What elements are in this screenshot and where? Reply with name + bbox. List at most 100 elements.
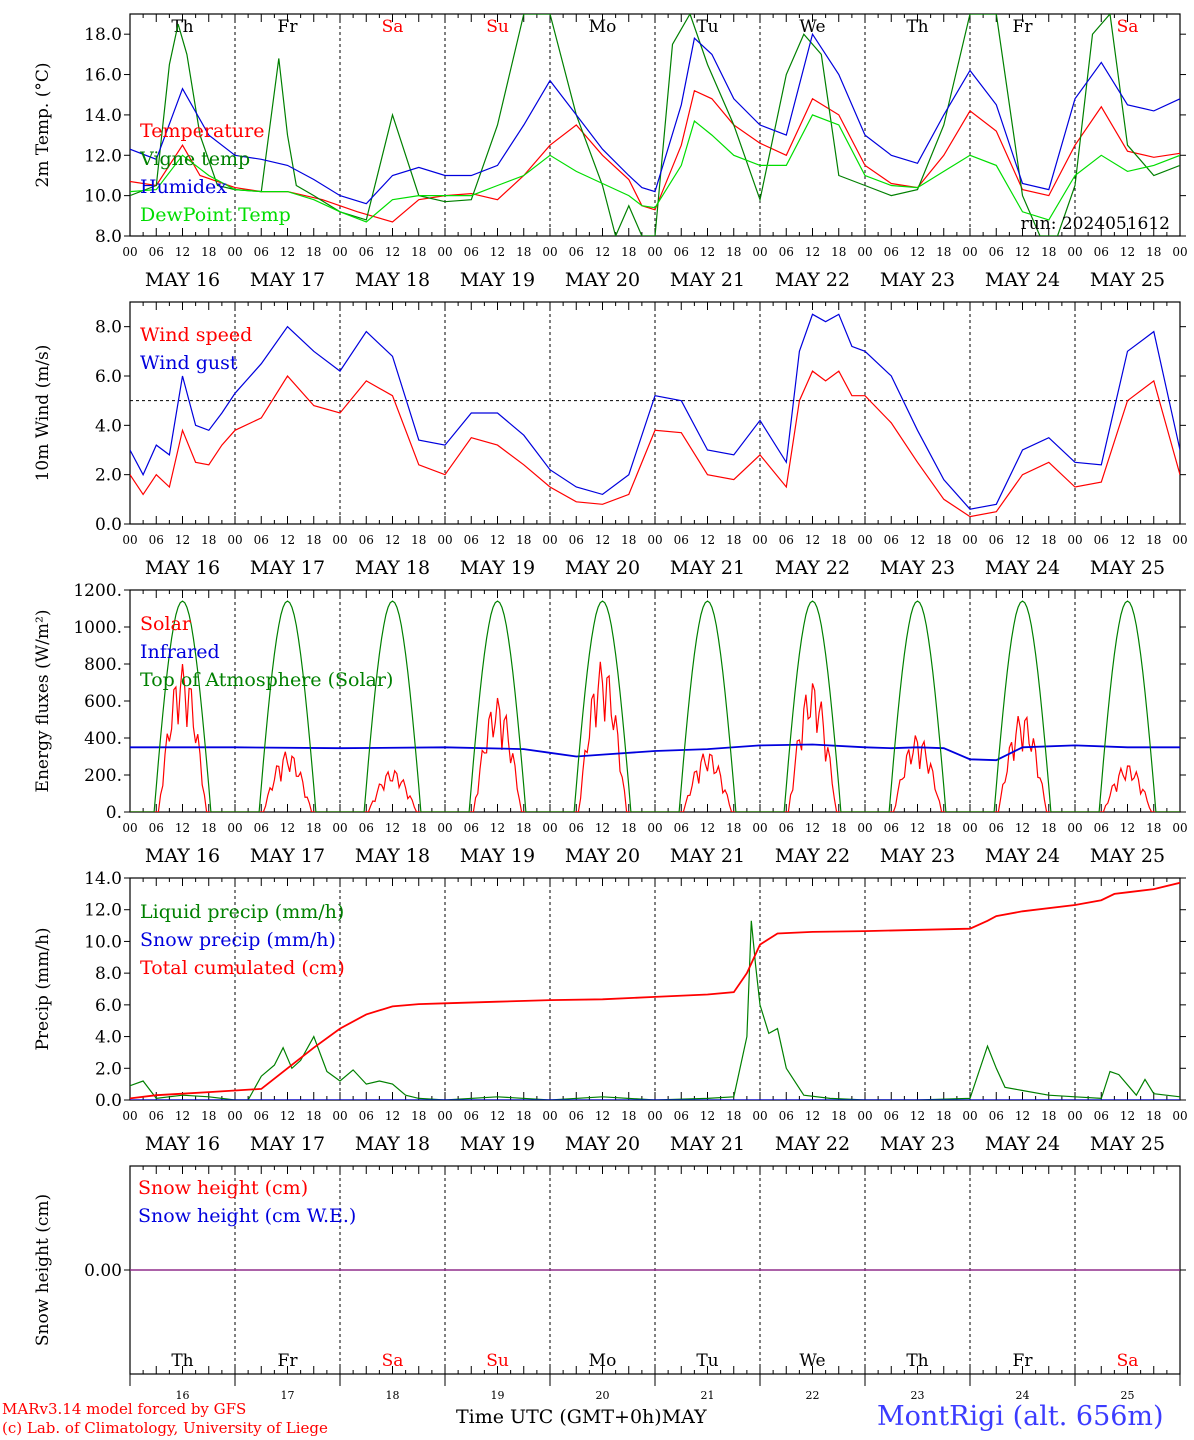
y-axis-label: 10m Wind (m/s) bbox=[33, 345, 53, 482]
hour-tick-label: 00 bbox=[122, 1109, 137, 1123]
hour-tick-label: 18 bbox=[831, 533, 846, 547]
day-number-label: 16 bbox=[176, 1389, 190, 1402]
model-line: MARv3.14 model forced by GFS bbox=[2, 1400, 247, 1418]
series-group bbox=[130, 881, 1180, 1100]
hour-tick-label: 18 bbox=[1146, 1109, 1161, 1123]
legend-entry: Solar bbox=[140, 613, 192, 635]
date-label: MAY 24 bbox=[985, 845, 1060, 867]
hour-tick-label: 00 bbox=[1067, 1109, 1082, 1123]
hour-tick-label: 00 bbox=[962, 533, 977, 547]
hour-tick-label: 06 bbox=[989, 533, 1004, 547]
date-label: MAY 18 bbox=[355, 845, 430, 867]
hour-tick-label: 18 bbox=[1041, 245, 1056, 259]
copyright-line: (c) Lab. of Climatology, University of L… bbox=[2, 1419, 328, 1437]
hour-tick-label: 18 bbox=[621, 533, 636, 547]
weekday-label: Fr bbox=[1013, 17, 1034, 37]
hour-tick-label: 12 bbox=[700, 1109, 715, 1123]
hour-tick-label: 06 bbox=[884, 1109, 899, 1123]
hour-tick-label: 12 bbox=[595, 821, 610, 835]
hour-tick-label: 18 bbox=[831, 245, 846, 259]
hour-tick-label: 18 bbox=[201, 821, 216, 835]
hour-tick-label: 06 bbox=[1094, 821, 1109, 835]
date-label: MAY 24 bbox=[985, 269, 1060, 291]
hour-tick-label: 12 bbox=[595, 1109, 610, 1123]
hour-tick-label: 00 bbox=[437, 533, 452, 547]
hour-tick-label: 00 bbox=[1172, 533, 1187, 547]
date-label: MAY 19 bbox=[460, 269, 535, 291]
weekday-label: Mo bbox=[589, 1351, 617, 1371]
panel-2: 00 06 12 18 00 06 12 18 00 06 12 18 00 06 12 18 00 06 12 18… bbox=[33, 301, 1188, 579]
y-tick-label: 6.0 bbox=[95, 367, 122, 387]
hour-tick-label: 18 bbox=[726, 821, 741, 835]
y-tick-label: 0. bbox=[106, 803, 122, 823]
hour-tick-label: 18 bbox=[1041, 533, 1056, 547]
series-line bbox=[130, 32, 1180, 205]
hour-tick-label: 00 bbox=[647, 821, 662, 835]
hour-tick-label: 00 bbox=[1067, 245, 1082, 259]
hour-tick-label: 06 bbox=[1094, 245, 1109, 259]
hour-tick-label: 06 bbox=[884, 821, 899, 835]
hour-tick-label: 00 bbox=[227, 245, 242, 259]
hour-tick-label: 00 bbox=[227, 821, 242, 835]
hour-tick-label: 12 bbox=[910, 821, 925, 835]
hour-tick-label: 12 bbox=[490, 1109, 505, 1123]
hour-tick-label: 18 bbox=[306, 245, 321, 259]
hour-tick-label: 00 bbox=[1172, 245, 1187, 259]
weekday-label: We bbox=[799, 17, 825, 37]
hour-tick-label: 06 bbox=[359, 245, 374, 259]
series-group bbox=[130, 600, 1180, 812]
hour-tick-label: 12 bbox=[280, 245, 295, 259]
hour-tick-label: 18 bbox=[516, 533, 531, 547]
legend-entry: DewPoint Temp bbox=[140, 204, 291, 226]
date-label: MAY 25 bbox=[1090, 1133, 1165, 1155]
hour-tick-label: 18 bbox=[831, 1109, 846, 1123]
hour-tick-label: 00 bbox=[752, 533, 767, 547]
day-number-label: 22 bbox=[806, 1389, 820, 1402]
hour-tick-label: 00 bbox=[962, 821, 977, 835]
hour-tick-label: 06 bbox=[359, 1109, 374, 1123]
date-label: MAY 20 bbox=[565, 557, 640, 579]
panel-5: Th 16 Fr 17 Sa 18 Su 19 Mo 20 Tu 21 We 22 Th 23 Fr 24 Sa 25… bbox=[33, 1165, 1186, 1402]
hour-tick-label: 18 bbox=[1146, 533, 1161, 547]
hour-tick-label: 12 bbox=[1015, 821, 1030, 835]
y-tick-label: 400. bbox=[84, 729, 122, 749]
station-label: MontRigi (alt. 656m) bbox=[877, 1401, 1164, 1432]
weekday-label: Su bbox=[486, 1351, 509, 1371]
legend-entry: Infrared bbox=[140, 641, 220, 663]
hour-tick-label: 06 bbox=[464, 821, 479, 835]
day-number-label: 25 bbox=[1121, 1389, 1135, 1402]
weekday-label: Sa bbox=[382, 17, 404, 37]
y-tick-label: 0.0 bbox=[95, 1091, 122, 1111]
day-number-label: 20 bbox=[596, 1389, 610, 1402]
hour-tick-label: 12 bbox=[805, 533, 820, 547]
y-tick-label: 12.0 bbox=[84, 146, 122, 166]
hour-tick-label: 00 bbox=[122, 821, 137, 835]
hour-tick-label: 06 bbox=[779, 1109, 794, 1123]
hour-tick-label: 18 bbox=[1041, 1109, 1056, 1123]
series-group bbox=[130, 14, 1180, 236]
series-line bbox=[130, 89, 1180, 223]
date-label: MAY 21 bbox=[670, 845, 745, 867]
panel-1: 00 06 12 18 00 06 12 18 00 06 12 18 00 06 12 18 00 06 12 18… bbox=[33, 13, 1188, 291]
hour-tick-label: 00 bbox=[752, 1109, 767, 1123]
date-label: MAY 22 bbox=[775, 557, 850, 579]
hour-tick-label: 00 bbox=[647, 245, 662, 259]
hour-tick-label: 00 bbox=[1067, 821, 1082, 835]
y-tick-label: 4.0 bbox=[95, 416, 122, 436]
date-label: MAY 22 bbox=[775, 1133, 850, 1155]
hour-tick-label: 12 bbox=[1120, 1109, 1135, 1123]
hour-tick-label: 18 bbox=[936, 821, 951, 835]
hour-tick-label: 06 bbox=[989, 245, 1004, 259]
legend-entry: Liquid precip (mm/h) bbox=[140, 901, 344, 923]
legend-entry: Humidex bbox=[140, 176, 227, 198]
hour-tick-label: 06 bbox=[1094, 1109, 1109, 1123]
hour-tick-label: 12 bbox=[1015, 533, 1030, 547]
hour-tick-label: 18 bbox=[516, 245, 531, 259]
hour-tick-label: 18 bbox=[411, 245, 426, 259]
date-label: MAY 24 bbox=[985, 1133, 1060, 1155]
y-tick-label: 10.0 bbox=[84, 187, 122, 207]
hour-tick-label: 18 bbox=[306, 533, 321, 547]
hour-tick-label: 00 bbox=[752, 821, 767, 835]
weekday-label: Th bbox=[171, 17, 193, 37]
hour-tick-label: 18 bbox=[411, 821, 426, 835]
